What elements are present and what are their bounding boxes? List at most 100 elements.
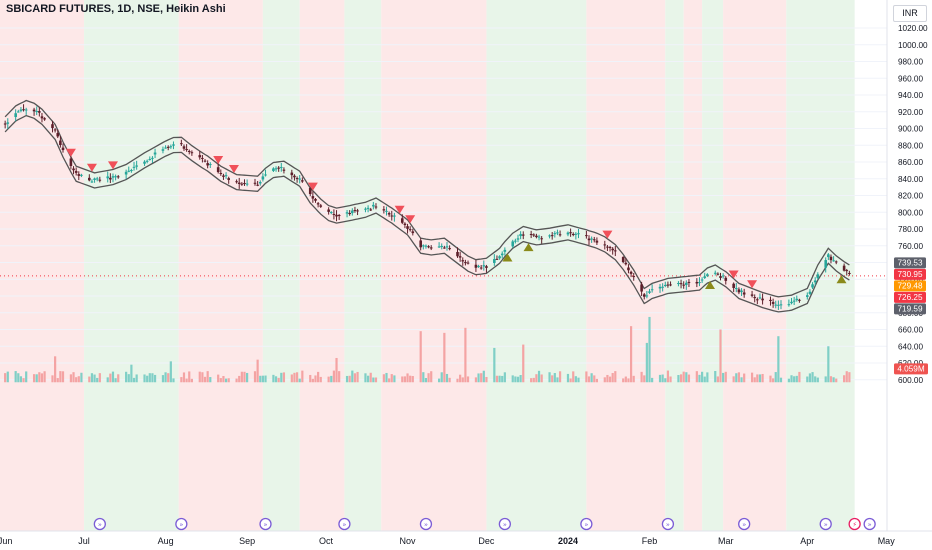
volume-bar xyxy=(422,372,425,383)
candle-body xyxy=(798,299,801,301)
x-tick-label: Jun xyxy=(0,536,12,546)
volume-bar xyxy=(114,378,117,383)
buy-signal-marker xyxy=(836,275,847,284)
event-marker-icon[interactable]: ⚡ xyxy=(848,517,861,531)
volume-bar xyxy=(146,375,149,383)
candle-body xyxy=(243,182,246,184)
candle-body xyxy=(90,181,94,183)
event-marker-icon[interactable]: » xyxy=(738,517,751,531)
x-tick-label: May xyxy=(878,536,896,546)
candle-body xyxy=(366,207,370,209)
volume-bar xyxy=(369,372,372,383)
volume-bar xyxy=(6,371,9,383)
candle-body xyxy=(114,176,117,178)
candle-body xyxy=(3,123,7,125)
sell-signal-marker xyxy=(394,205,405,214)
y-tick-label: 600.00 xyxy=(898,376,923,385)
volume-bar xyxy=(38,372,41,383)
candle-body xyxy=(153,152,157,155)
candle-body xyxy=(698,282,701,284)
volume-bar xyxy=(51,375,54,383)
volume-bar xyxy=(574,376,577,383)
y-tick-label: 780.00 xyxy=(898,225,923,234)
candle-body xyxy=(669,284,672,286)
candle-body xyxy=(571,233,575,235)
candle-body xyxy=(677,283,680,285)
volume-bar xyxy=(277,377,280,383)
event-glyph: » xyxy=(584,521,588,529)
volume-bar xyxy=(280,372,283,383)
volume-bar xyxy=(466,376,470,383)
event-marker-icon[interactable]: » xyxy=(819,517,832,531)
candle-body xyxy=(461,260,465,262)
regime-band-green xyxy=(665,0,684,531)
volume-bar xyxy=(385,372,388,383)
candle-body xyxy=(556,232,559,234)
volume-bar xyxy=(390,374,393,383)
volume-bar xyxy=(172,378,175,383)
candle-body xyxy=(811,284,814,288)
candle-body xyxy=(603,244,607,246)
event-marker-icon[interactable]: » xyxy=(419,517,433,531)
candle-body xyxy=(516,238,520,240)
y-tick-label: 900.00 xyxy=(898,125,923,134)
lower-band-line xyxy=(4,114,850,313)
event-marker-icon[interactable]: » xyxy=(338,517,351,531)
regime-band-red xyxy=(381,0,487,531)
volume-bar xyxy=(293,372,296,383)
volume-bar xyxy=(198,371,201,383)
candle-body xyxy=(482,265,486,267)
volume-bar xyxy=(111,371,115,383)
volume-bar xyxy=(474,377,478,383)
chart-title: SBICARD FUTURES, 1D, NSE, Heikin Ashi xyxy=(6,3,226,15)
candle-body xyxy=(256,184,259,186)
candle-body xyxy=(406,226,409,229)
price-label-text: 730.95 xyxy=(897,270,922,279)
event-marker-icon[interactable]: » xyxy=(863,517,876,531)
volume-bar xyxy=(319,376,322,383)
candle-body xyxy=(685,282,688,285)
candle-body xyxy=(298,178,302,180)
volume-bar xyxy=(798,371,801,383)
volume-bar xyxy=(553,373,556,383)
candle-body xyxy=(422,245,425,247)
price-label-text: 739.53 xyxy=(897,259,922,268)
volume-bar xyxy=(311,378,314,383)
volume-bar xyxy=(22,378,25,383)
candle-body xyxy=(180,143,183,145)
regime-band-green xyxy=(486,0,587,531)
event-marker-icon[interactable]: » xyxy=(93,517,106,531)
currency-button[interactable]: INR xyxy=(893,5,927,22)
candle-body xyxy=(203,160,207,162)
candle-body xyxy=(374,206,378,208)
volume-bar xyxy=(753,377,756,383)
regime-band-red xyxy=(178,0,263,531)
event-marker-icon[interactable]: » xyxy=(175,517,188,531)
candle-body xyxy=(272,168,275,171)
volume-bar xyxy=(259,375,262,383)
volume-bar xyxy=(535,374,538,383)
event-marker-icon[interactable]: » xyxy=(498,517,512,531)
price-label-bg xyxy=(894,291,926,303)
candle-body xyxy=(574,233,578,235)
event-marker-icon[interactable]: » xyxy=(580,517,593,531)
volume-bar xyxy=(298,378,301,383)
volume-bar xyxy=(32,374,36,383)
volume-bar xyxy=(253,371,257,383)
candle-body xyxy=(703,276,707,278)
candle-body xyxy=(824,260,828,268)
candle-body xyxy=(445,246,449,248)
volume-bar xyxy=(698,374,701,383)
candle-body xyxy=(627,267,630,271)
event-markers[interactable]: » » » » » » » » » » ⚡ » xyxy=(93,517,876,531)
y-tick-label: 1020.00 xyxy=(898,24,928,33)
event-marker-icon[interactable]: » xyxy=(259,517,272,531)
candle-body xyxy=(706,274,709,276)
volume-bar xyxy=(127,374,130,383)
volume-bar xyxy=(61,371,65,383)
event-glyph: » xyxy=(342,521,346,529)
event-marker-icon[interactable]: » xyxy=(661,517,675,531)
event-glyph: » xyxy=(824,521,828,529)
volume-bar xyxy=(498,375,501,383)
